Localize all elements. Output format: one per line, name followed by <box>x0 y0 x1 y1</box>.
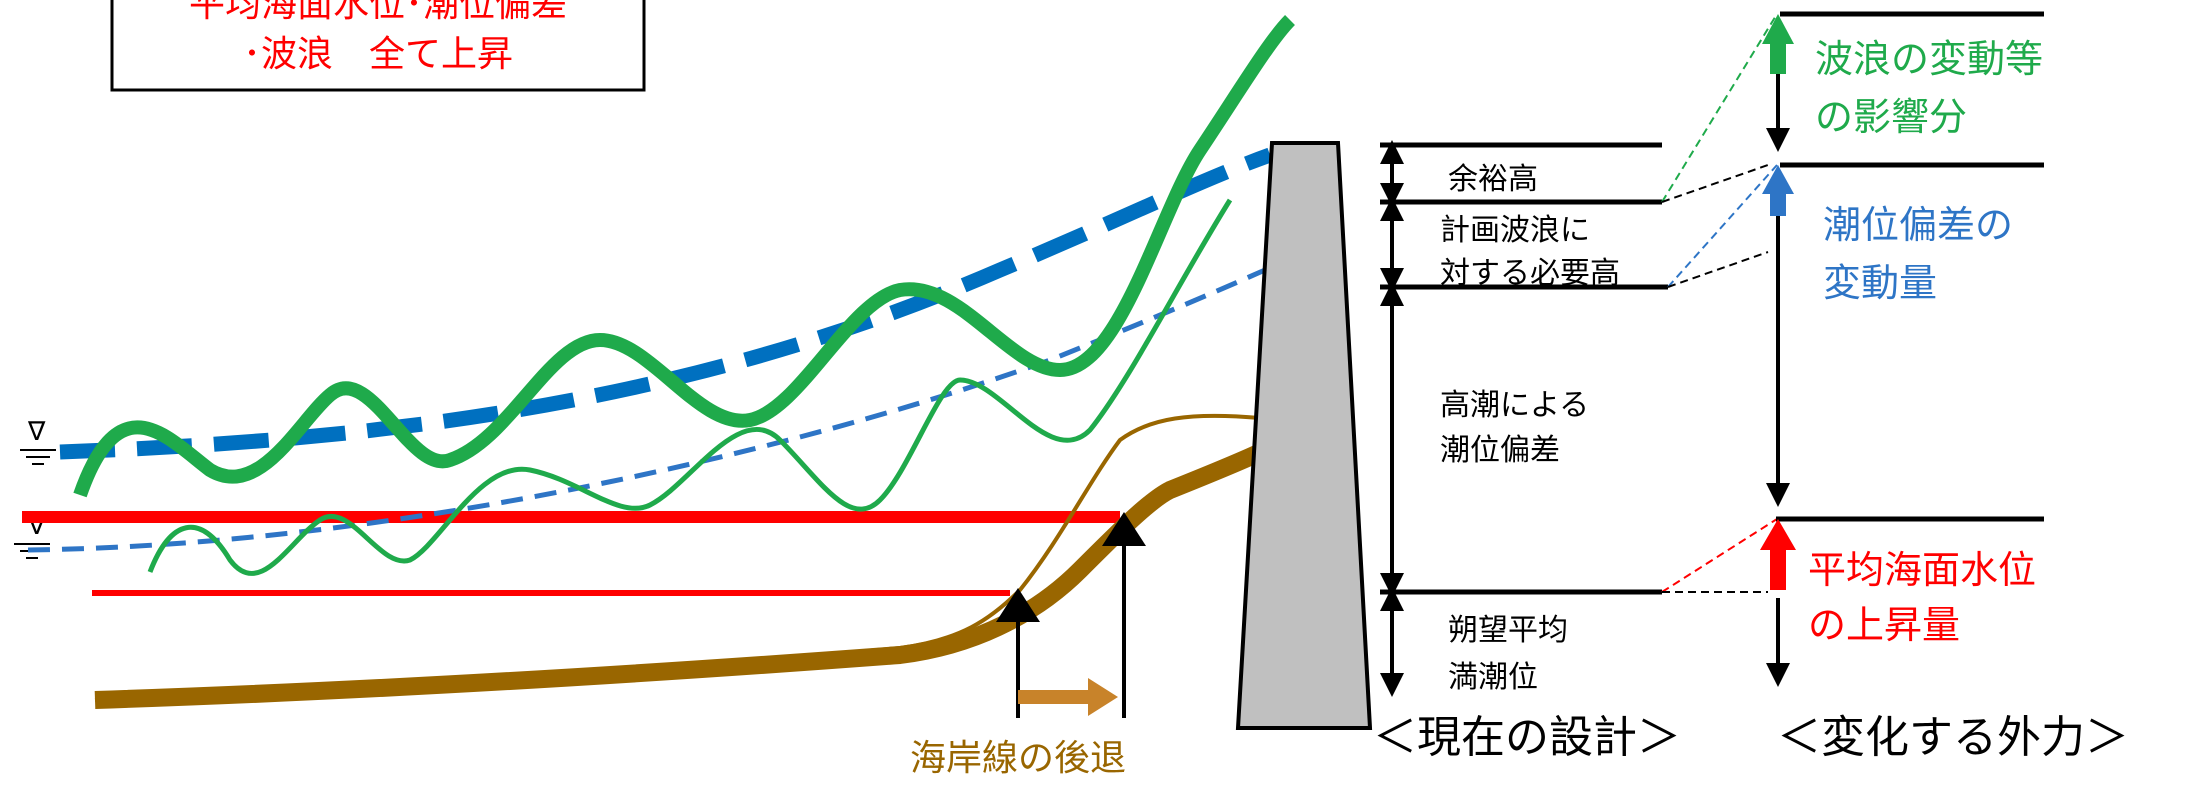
sea-level-increase-arrow <box>1760 519 1796 550</box>
surge-change-line-1: 潮位偏差の <box>1823 203 2013 247</box>
label-wave-required-1: 計画波浪に <box>1440 213 1590 248</box>
future-surge-level-curve <box>59 147 1273 460</box>
water-level-symbol-upper: ∇ <box>20 417 56 465</box>
legend-box-frame <box>110 0 646 92</box>
sea-level-change-line-1: 平均海面水位 <box>1808 548 2036 592</box>
changing-forces-scale: 波浪の変動等 の影響分 潮位偏差の 変動量 平均海面水位 の上昇量 ＜変化する外… <box>1760 11 2129 763</box>
label-surge-2: 潮位偏差 <box>1440 433 1560 468</box>
retreat-arrow-head <box>1088 678 1118 716</box>
surge-increase-arrow <box>1762 165 1794 194</box>
surge-change-line-2: 変動量 <box>1823 261 1937 305</box>
wave-increase-arrow <box>1762 14 1794 44</box>
legend-line-2: ･波浪 全て上昇 <box>243 34 513 75</box>
sea-level-change-line-2: の上昇量 <box>1808 603 1960 647</box>
label-hwl-2: 満潮位 <box>1448 660 1538 695</box>
label-hwl-1: 朔望平均 <box>1448 613 1568 648</box>
future-wave-curve <box>73 15 1296 498</box>
wave-change-line-2: の影響分 <box>1815 95 1967 139</box>
shoreline-retreat-label: 海岸線の後退 <box>910 738 1126 779</box>
shoreline-retreat-markers: 海岸線の後退 <box>910 512 1146 779</box>
wave-change-line-1: 波浪の変動等 <box>1815 37 2043 81</box>
label-margin-height: 余裕高 <box>1448 162 1538 197</box>
current-design-scale: 余裕高 計画波浪に 対する必要高 高潮による 潮位偏差 朔望平均 満潮位 ＜現在… <box>1373 140 1681 763</box>
label-surge-1: 高潮による <box>1440 388 1589 423</box>
legend-box: 平均海面水位･潮位偏差 ･波浪 全て上昇 <box>110 0 646 92</box>
connector-lines <box>1661 13 1778 593</box>
future-beach-profile <box>94 441 1269 709</box>
retreat-arrow-shaft <box>1018 690 1090 704</box>
current-wave-curve <box>147 198 1233 576</box>
changing-forces-caption: ＜変化する外力＞ <box>1777 712 2129 763</box>
label-wave-required-2: 対する必要高 <box>1440 256 1620 291</box>
water-symbol-upper: ∇ <box>27 417 46 447</box>
seawall <box>1235 141 1373 730</box>
current-design-caption: ＜現在の設計＞ <box>1373 712 1681 763</box>
legend-line-1: 平均海面水位･潮位偏差 <box>189 0 567 25</box>
